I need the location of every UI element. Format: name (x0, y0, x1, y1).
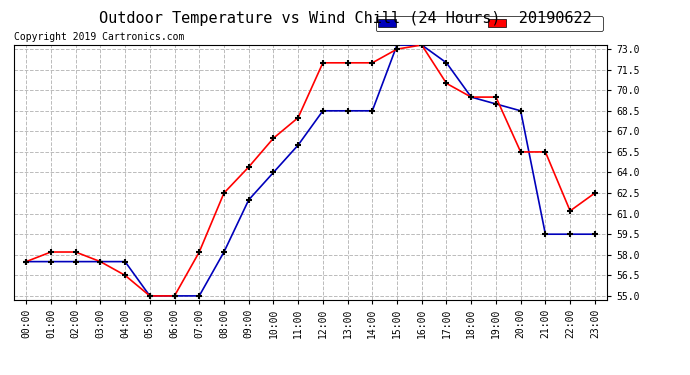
Text: Copyright 2019 Cartronics.com: Copyright 2019 Cartronics.com (14, 33, 184, 42)
Legend: Wind Chill  (°F), Temperature  (°F): Wind Chill (°F), Temperature (°F) (375, 16, 602, 31)
Text: Outdoor Temperature vs Wind Chill (24 Hours)  20190622: Outdoor Temperature vs Wind Chill (24 Ho… (99, 11, 591, 26)
